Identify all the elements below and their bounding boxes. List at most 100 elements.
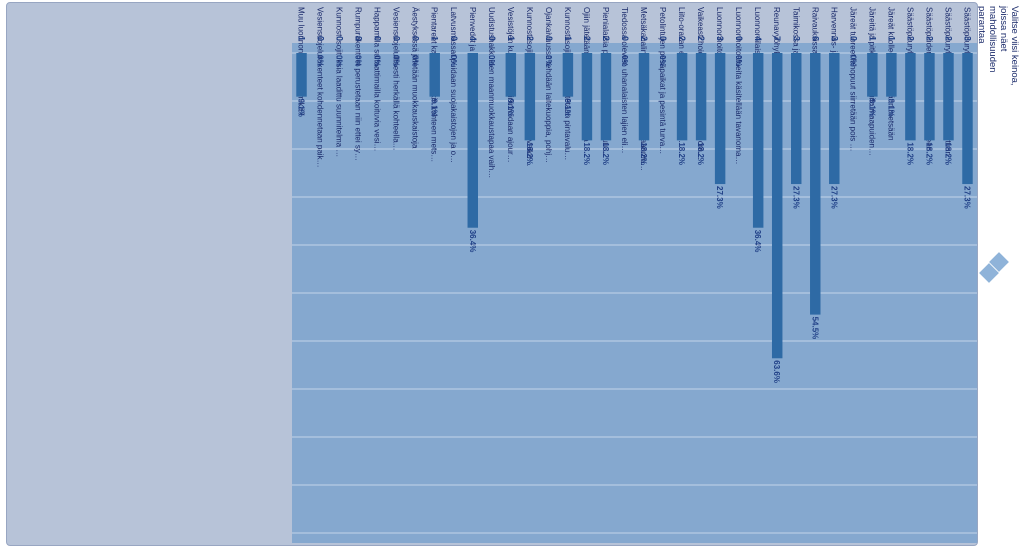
percent-label: 18.2% [943,142,952,165]
percent-label: 0% [411,55,420,67]
category-label: Tiedossa olevien uhanalaisten lajien eli… [620,7,629,153]
percent-label: 0% [335,55,344,67]
count-label: 0 [620,36,630,41]
category-label: Ojankaivuussa tehdään laitekuoppia, pohj… [544,7,553,163]
count-label: 7 [772,36,782,41]
count-label: 0 [335,36,345,41]
percent-label: 36.4% [468,230,477,253]
bar[interactable] [886,53,897,97]
count-label: 0 [544,36,554,41]
percent-label: 9.1% [563,99,572,117]
chart-panel: Säästöpuuryhmiä ja yksittäisiä monimuoto… [6,2,978,546]
percent-label: 0% [487,55,496,67]
bar[interactable] [581,53,593,141]
bar[interactable] [962,53,973,185]
category-label: Happamilla sulfaattimailla koituvia vesi… [373,7,382,152]
percent-label: 27.3% [715,186,724,209]
percent-label: 0% [316,55,325,67]
count-label: 0 [411,36,421,41]
percent-label: 36.4% [753,230,762,253]
count-label: 2 [582,36,592,41]
percent-label: 27.3% [829,186,838,209]
bar[interactable] [600,53,612,141]
count-label: 0 [316,36,326,41]
bar[interactable] [943,53,954,141]
bar[interactable] [467,53,478,228]
percent-label: 0% [392,55,401,67]
category-label: Uudistushakkuiden maanmuokkaustapaa vaih… [487,7,496,178]
percent-label: 18.2% [696,142,705,165]
percent-label: 9.1% [430,99,439,117]
percent-label: 9.1% [886,99,895,117]
percent-label: 18.2% [639,142,648,165]
percent-label: 0% [658,55,667,67]
bar[interactable] [905,53,916,141]
percent-label: 0% [544,55,553,67]
percent-label: 0% [848,55,857,67]
percent-label: 18.2% [582,142,591,165]
count-label: 4 [468,36,478,41]
bar[interactable] [924,53,935,141]
category-label: Kunnostusojituksia laadittu suunnitelma … [335,7,344,157]
count-label: 0 [373,36,383,41]
bar[interactable] [562,53,574,97]
count-label: 3 [829,36,839,41]
category-label: Latvusmassat puidaan suojakaistojen ja o… [449,7,458,163]
bar[interactable] [524,53,536,141]
bar[interactable] [867,53,878,97]
category-label: Petolintujen pesäpaikat ja pesintä turva… [658,7,667,154]
bar[interactable] [505,53,517,97]
bar[interactable] [829,53,840,185]
bar[interactable] [714,53,726,185]
percent-label: 18.2% [677,142,686,165]
percent-label: 9.1% [297,99,306,117]
count-label: 2 [696,36,706,41]
count-label: 0 [392,36,402,41]
count-label: 2 [601,36,611,41]
percent-label: 63.6% [772,360,781,383]
count-label: 3 [791,36,801,41]
count-label: 2 [924,36,934,41]
bar[interactable] [429,53,440,97]
count-label: 2 [943,36,953,41]
count-label: 3 [962,36,972,41]
category-label: Järeät tuoreet lahopuut siirretään pois … [848,7,857,152]
count-label: 0 [658,36,668,41]
percent-label: 27.3% [791,186,800,209]
bar-chart: Säästöpuuryhmiä ja yksittäisiä monimuoto… [292,7,977,543]
bar[interactable] [791,53,802,185]
bar[interactable] [752,53,764,228]
count-label: 6 [810,36,820,41]
percent-label: 54.5% [810,317,819,340]
count-label: 0 [487,36,497,41]
count-label: 0 [449,36,459,41]
count-label: 1 [430,36,440,41]
bar[interactable] [695,53,707,141]
bar[interactable] [771,53,783,359]
category-label: Rumpurakenteet perustetaan niin ettei sy… [354,7,363,161]
category-label: Vesiensuojelullisesti herkällä kohteella… [392,7,401,151]
count-label: 0 [848,36,858,41]
count-label: 1 [886,36,896,41]
count-label: 2 [677,36,687,41]
count-label: 0 [354,36,364,41]
count-label: 1 [563,36,573,41]
bar[interactable] [638,53,650,141]
bar[interactable] [296,53,307,97]
bar[interactable] [676,53,688,141]
category-label: Vesiensuojelurakenteet kohdennetaan paik… [316,7,325,168]
count-label: 0 [734,36,744,41]
percent-label: 18.2% [601,142,610,165]
count-label: 2 [525,36,535,41]
percent-label: 18.2% [924,142,933,165]
count-label: 2 [905,36,915,41]
percent-label: 18.2% [525,142,534,165]
category-label: Äestyksessä jätetään muokkauskaistoja [411,7,420,149]
percent-label: 0% [734,55,743,67]
count-label: 1 [506,36,516,41]
count-label: 1 [867,36,877,41]
bar[interactable] [810,53,821,315]
percent-label: 18.2% [905,142,914,165]
percent-label: 27.3% [962,186,971,209]
